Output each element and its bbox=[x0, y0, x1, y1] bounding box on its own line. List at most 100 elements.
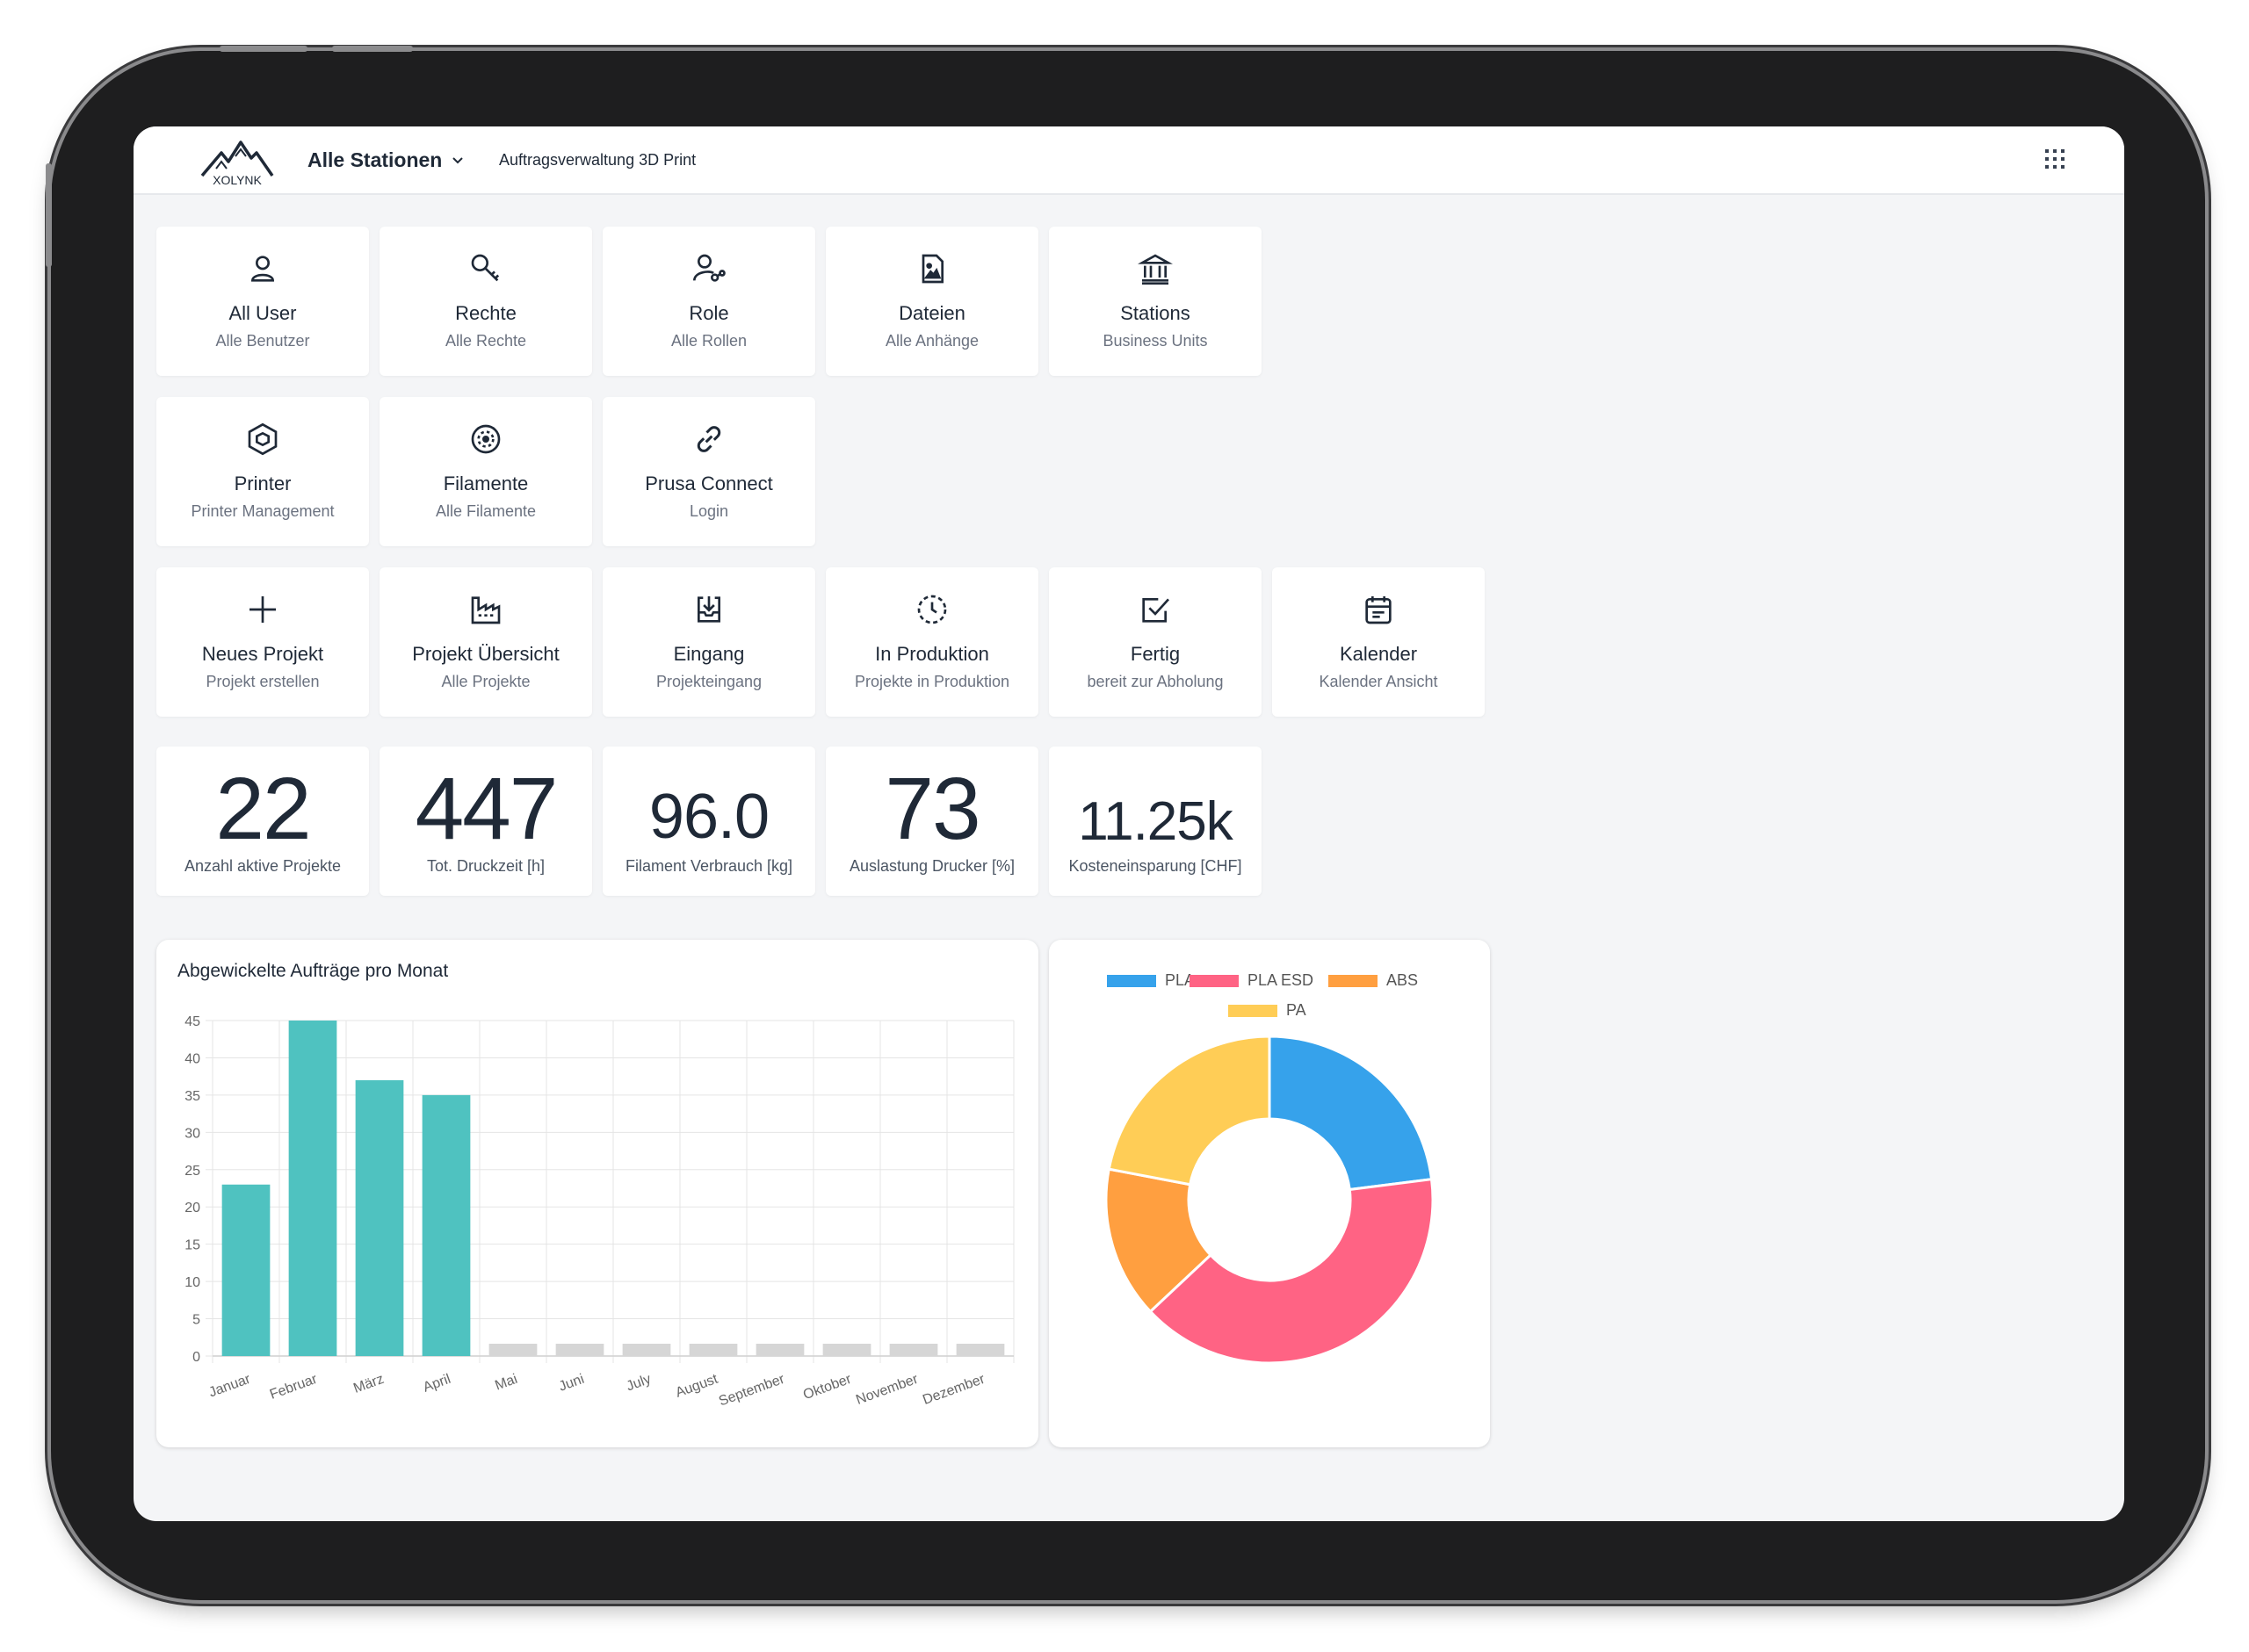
station-dropdown[interactable]: Alle Stationen bbox=[307, 144, 465, 176]
bar[interactable] bbox=[221, 1184, 271, 1356]
bar[interactable] bbox=[689, 1344, 738, 1356]
bar[interactable] bbox=[756, 1344, 805, 1356]
stat-label: Anzahl aktive Projekte bbox=[184, 857, 342, 875]
tile-dateien[interactable]: Dateien Alle Anhänge bbox=[826, 227, 1038, 376]
stat-total-print-time: 447 Tot. Druckzeit [h] bbox=[380, 747, 592, 896]
tile-label: Prusa Connect bbox=[645, 473, 773, 494]
stat-active-projects: 22 Anzahl aktive Projekte bbox=[156, 747, 369, 896]
tile-printer[interactable]: Printer Printer Management bbox=[156, 397, 369, 546]
xolynk-logo[interactable]: XOLYNK bbox=[197, 137, 278, 186]
legend-swatch[interactable] bbox=[1190, 975, 1239, 987]
tile-label: Fertig bbox=[1130, 643, 1181, 665]
tile-in-produktion[interactable]: In Produktion Projekte in Produktion bbox=[826, 567, 1038, 717]
legend-swatch[interactable] bbox=[1107, 975, 1156, 987]
tile-all-user[interactable]: All User Alle Benutzer bbox=[156, 227, 369, 376]
tile-sublabel: Projekteingang bbox=[655, 673, 763, 690]
tile-rechte[interactable]: Rechte Alle Rechte bbox=[380, 227, 592, 376]
x-tick-label: Juni bbox=[557, 1372, 586, 1395]
tile-sublabel: Projekte in Produktion bbox=[854, 673, 1010, 690]
bar[interactable] bbox=[622, 1344, 671, 1356]
bar[interactable] bbox=[422, 1094, 471, 1356]
x-tick-label: Oktober bbox=[801, 1372, 854, 1403]
stat-printer-utilization: 73 Auslastung Drucker [%] bbox=[826, 747, 1038, 896]
tile-sublabel: Alle Rechte bbox=[445, 332, 527, 350]
tile-sublabel: Projekt erstellen bbox=[206, 673, 320, 690]
tile-sublabel: Alle Rollen bbox=[670, 332, 748, 350]
y-tick-label: 45 bbox=[184, 1014, 200, 1029]
tile-label: Role bbox=[689, 302, 729, 324]
x-tick-label: July bbox=[625, 1372, 654, 1395]
y-tick-label: 15 bbox=[184, 1238, 200, 1253]
tile-fertig[interactable]: Fertig bereit zur Abholung bbox=[1049, 567, 1262, 717]
filament-chart-card: PLA PLA ESD ABS PA bbox=[1049, 940, 1490, 1447]
tile-neues-projekt[interactable]: Neues Projekt Projekt erstellen bbox=[156, 567, 369, 717]
tile-filamente[interactable]: Filamente Alle Filamente bbox=[380, 397, 592, 546]
top-bar: XOLYNK Alle Stationen Auftragsverwaltung… bbox=[134, 126, 2124, 195]
clock-dashed-icon bbox=[915, 592, 950, 627]
tile-sublabel: Alle Filamente bbox=[435, 502, 537, 520]
bar[interactable] bbox=[956, 1344, 1005, 1356]
stat-label: Filament Verbrauch [kg] bbox=[625, 857, 793, 875]
stat-label: Auslastung Drucker [%] bbox=[849, 857, 1016, 875]
bar[interactable] bbox=[555, 1344, 604, 1356]
y-tick-label: 25 bbox=[184, 1164, 200, 1179]
tile-projekt-uebersicht[interactable]: Projekt Übersicht Alle Projekte bbox=[380, 567, 592, 717]
plus-icon bbox=[245, 592, 280, 627]
y-tick-label: 20 bbox=[184, 1201, 200, 1216]
donut-slice[interactable] bbox=[1148, 1178, 1435, 1365]
legend-swatch[interactable] bbox=[1328, 975, 1378, 987]
y-tick-label: 40 bbox=[184, 1051, 200, 1066]
donut-slice[interactable] bbox=[1107, 1035, 1271, 1187]
legend-swatch[interactable] bbox=[1228, 1005, 1277, 1017]
tile-stations[interactable]: Stations Business Units bbox=[1049, 227, 1262, 376]
tile-sublabel: bereit zur Abholung bbox=[1087, 673, 1224, 690]
y-tick-label: 10 bbox=[184, 1275, 200, 1290]
power-button bbox=[46, 163, 52, 267]
tile-label: Neues Projekt bbox=[201, 643, 324, 665]
x-tick-label: März bbox=[351, 1372, 386, 1396]
legend-label[interactable]: PLA ESD bbox=[1247, 971, 1313, 989]
tile-label: Filamente bbox=[443, 473, 529, 494]
x-tick-label: November bbox=[854, 1372, 921, 1408]
apps-grid-icon[interactable] bbox=[2043, 148, 2066, 170]
tile-label: Printer bbox=[234, 473, 292, 494]
chart-title: Abgewickelte Aufträge pro Monat bbox=[177, 961, 449, 981]
user-icon bbox=[245, 251, 280, 286]
legend-label[interactable]: ABS bbox=[1386, 971, 1418, 989]
bank-icon bbox=[1137, 251, 1174, 286]
filament-spool-icon bbox=[468, 422, 503, 457]
tile-sublabel: Kalender Ansicht bbox=[1319, 673, 1438, 690]
x-tick-label: September bbox=[717, 1372, 787, 1410]
donut-chart: PLA PLA ESD ABS PA bbox=[1104, 971, 1435, 1365]
tile-sublabel: Alle Benutzer bbox=[215, 332, 310, 350]
bar[interactable] bbox=[288, 1021, 337, 1356]
tile-label: Rechte bbox=[455, 302, 517, 324]
tile-label: Kalender bbox=[1339, 643, 1418, 665]
donut-slice[interactable] bbox=[1104, 1167, 1213, 1314]
x-tick-label: Februar bbox=[268, 1372, 320, 1403]
tile-label: Eingang bbox=[673, 643, 745, 665]
tile-prusa-connect[interactable]: Prusa Connect Login bbox=[603, 397, 815, 546]
x-tick-label: Mai bbox=[493, 1372, 519, 1394]
donut-slice[interactable] bbox=[1268, 1035, 1434, 1192]
y-tick-label: 30 bbox=[184, 1126, 200, 1141]
tile-sublabel: Alle Anhänge bbox=[885, 332, 980, 350]
legend-label[interactable]: PA bbox=[1286, 1001, 1306, 1019]
tile-role[interactable]: Role Alle Rollen bbox=[603, 227, 815, 376]
tile-sublabel: Alle Projekte bbox=[441, 673, 531, 690]
link-icon bbox=[691, 422, 727, 457]
volume-button bbox=[220, 46, 307, 52]
legend-label[interactable]: PLA bbox=[1165, 971, 1195, 989]
tile-kalender[interactable]: Kalender Kalender Ansicht bbox=[1272, 567, 1485, 717]
y-tick-label: 5 bbox=[192, 1313, 200, 1328]
x-tick-label: August bbox=[674, 1372, 720, 1401]
bar[interactable] bbox=[488, 1344, 538, 1356]
bar[interactable] bbox=[889, 1344, 938, 1356]
stat-value: 73 bbox=[885, 760, 980, 858]
bar[interactable] bbox=[355, 1079, 404, 1356]
tile-eingang[interactable]: Eingang Projekteingang bbox=[603, 567, 815, 717]
bar[interactable] bbox=[822, 1344, 871, 1356]
bar-chart: 0 5 10 15 20 25 30 35 40 45 Januar Februar März April… bbox=[184, 1014, 1015, 1410]
y-tick-label: 35 bbox=[184, 1089, 200, 1104]
tile-sublabel: Printer Management bbox=[191, 502, 335, 520]
